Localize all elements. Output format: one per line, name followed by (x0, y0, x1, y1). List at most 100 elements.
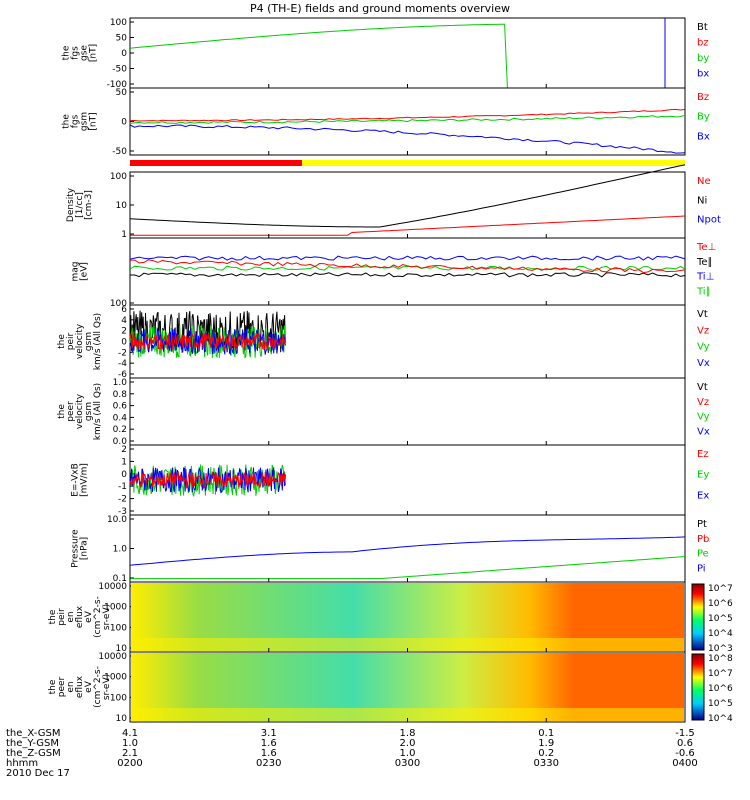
y-tick-peer-vel: 0.4 (113, 413, 128, 423)
y-tick-fgs-gse: 100 (110, 18, 127, 28)
series-gsm-2 (129, 124, 686, 154)
y-label-efield: E=-VxB[mV/m] (71, 463, 90, 497)
series-temp-1 (129, 265, 686, 271)
time-row-value: -0.6 (675, 748, 695, 759)
panel-frame-peer-vel (129, 377, 686, 446)
y-tick-peir-spec: 10 (116, 644, 128, 654)
y-label-temp: mag[eV] (71, 262, 90, 282)
time-row-value: -1.5 (675, 728, 695, 739)
legend-Ez: Ez (697, 449, 709, 460)
time-row-label-the_Y-GSM: the_Y-GSM (6, 738, 59, 749)
colorbar-label: 10^3 (708, 644, 733, 654)
series-ne (130, 215, 686, 236)
series-peir-vel-3 (129, 332, 286, 352)
legend-Bx: Bx (697, 131, 710, 142)
time-row-value: 1.6 (261, 748, 277, 759)
y-tick-efield: -1 (118, 482, 127, 492)
colorbar-label: 10^6 (708, 599, 733, 609)
figure-title: P4 (TH-E) fields and ground moments over… (250, 2, 510, 15)
y-tick-peer-spec: 1000 (104, 673, 127, 683)
time-row-value: 1.0 (122, 738, 138, 749)
y-tick-pressure: 10.0 (107, 515, 127, 525)
legend-Vz: Vz (697, 325, 709, 336)
series-efield-2 (129, 466, 286, 494)
time-row-value: 1.0 (400, 748, 416, 759)
panel-stack: thefgsgse[nT]100500-50-100Btbzbybxthefgs… (48, 17, 733, 724)
panel-frame-pressure (129, 514, 686, 583)
date-label: 2010 Dec 17 (6, 768, 70, 779)
y-tick-peir-spec: 10000 (98, 582, 127, 592)
time-row-value: 0.2 (538, 748, 554, 759)
time-row-value: 1.6 (261, 738, 277, 749)
y-tick-pressure: 1.0 (113, 545, 128, 555)
legend-Pi: Pi (697, 563, 706, 574)
legend-Vz: Vz (697, 397, 709, 408)
y-tick-pressure: 0.1 (113, 574, 127, 584)
panel-frame-fgs-gse (129, 17, 686, 89)
colorbar-label: 10^5 (708, 699, 733, 709)
y-tick-peer-vel: 0.0 (113, 437, 128, 447)
y-tick-peir-vel: 6 (121, 305, 127, 315)
y-tick-density: 1 (121, 230, 127, 240)
y-tick-peer-vel: 1.0 (113, 378, 128, 388)
y-label-peir-vel: thepeirvelocitygsmkm/s (All Qs) (57, 313, 103, 370)
legend-Ti⊥: Ti⊥ (696, 272, 714, 283)
colorbar-label: 10^7 (708, 669, 733, 679)
legend-Pe: Pe (697, 549, 709, 560)
legend-Vy: Vy (697, 342, 710, 353)
legend-Vt: Vt (697, 382, 708, 393)
spectrogram-lowband (131, 708, 684, 721)
time-row-value: 1.9 (538, 738, 554, 749)
time-row-value: 2.0 (400, 738, 416, 749)
y-label-fgs-gse: thefgsgse[nT] (62, 44, 99, 62)
y-tick-density: 100 (110, 172, 127, 182)
legend-Ey: Ey (697, 470, 709, 481)
series-gsm-0 (129, 108, 686, 122)
legend-Vt: Vt (697, 309, 708, 320)
colorbar-label: 10^6 (708, 684, 733, 694)
legend-Pb: Pb (697, 534, 709, 545)
y-label-density: Density[1/cc][cm-3] (66, 187, 94, 222)
y-tick-peer-spec: 10000 (98, 652, 127, 662)
y-tick-efield: -2 (118, 495, 127, 505)
time-row-label-hhmm: hhmm (6, 758, 38, 769)
legend-Pt: Pt (697, 519, 707, 530)
time-row-value: 0.6 (677, 738, 693, 749)
time-row-value: 3.1 (261, 728, 277, 739)
series-by (129, 23, 508, 89)
legend-Vy: Vy (697, 412, 710, 423)
legend-Te⊥: Te⊥ (696, 242, 716, 253)
colorbar-label: 10^8 (708, 654, 733, 664)
colorbar-peir-spec (691, 583, 705, 651)
colorbar-label: 10^7 (708, 584, 733, 594)
y-tick-density: 10 (116, 201, 128, 211)
y-tick-fgs-gsm: 0 (121, 118, 127, 128)
legend-Npot: Npot (697, 215, 721, 226)
legend-Ex: Ex (697, 490, 709, 501)
series-pe (130, 556, 686, 580)
y-tick-fgs-gse: 0 (121, 49, 127, 59)
mode-bar-yellow (302, 160, 685, 166)
legend-bz: bz (697, 38, 709, 49)
y-tick-peer-spec: 100 (110, 693, 127, 703)
colorbar-label: 10^4 (708, 714, 733, 724)
y-tick-peir-vel: 2 (121, 327, 127, 337)
time-row-value: 1.8 (400, 728, 416, 739)
y-label-pressure: Pressure[nPa] (71, 529, 90, 568)
colorbar-peer-spec (691, 653, 705, 721)
series-efield-3 (129, 470, 286, 489)
series-pi (129, 536, 686, 566)
y-label-peir-spec: thepeirenefluxeV(cm^2-s-sr-eV) (48, 596, 112, 638)
time-row-value: 0230 (256, 758, 281, 769)
y-tick-peer-vel: 0.8 (113, 390, 128, 400)
y-tick-efield: 1 (121, 457, 127, 467)
legend-Vx: Vx (697, 358, 710, 369)
legend-Ne: Ne (697, 176, 711, 187)
time-axis: the_X-GSM 4.1 3.1 1.8 0.1 -1.5 the_Y-GSM 1.0 1.6… (6, 728, 698, 779)
time-row-label-the_X-GSM: the_X-GSM (6, 728, 60, 739)
legend-bx: bx (697, 69, 709, 80)
y-tick-peir-spec: 100 (110, 623, 127, 633)
time-row-value: 4.1 (122, 728, 138, 739)
y-tick-peer-vel: 0.6 (113, 402, 128, 412)
